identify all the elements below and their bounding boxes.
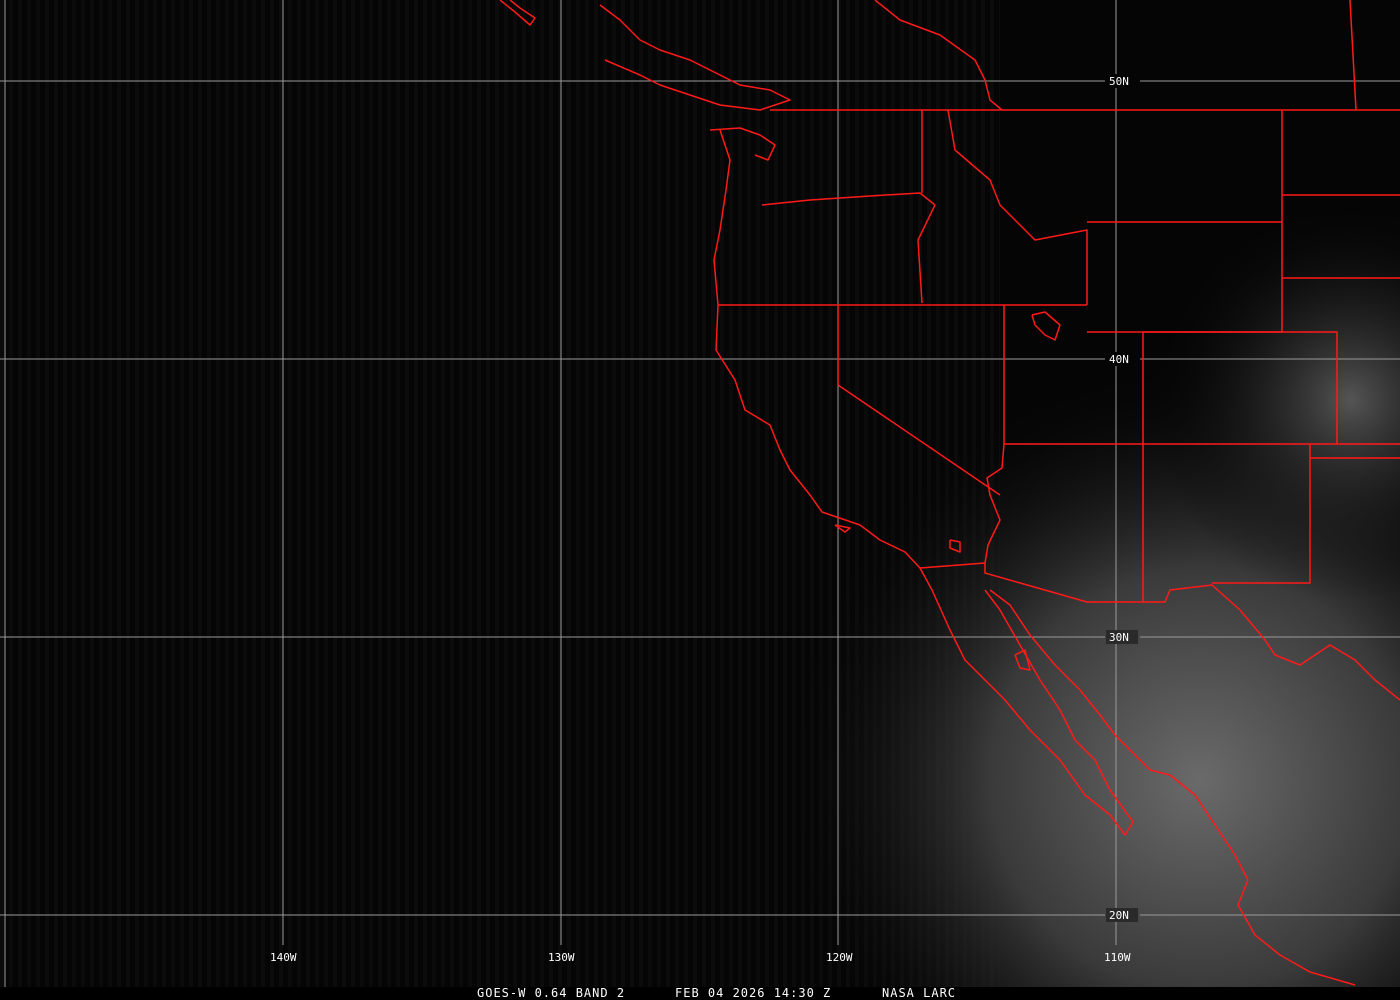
salton-sea <box>949 539 961 553</box>
latitude-labels: 50N 40N 30N 20N <box>1106 74 1138 922</box>
vancouver-island <box>499 0 536 26</box>
political-boundaries <box>499 0 1400 986</box>
puget-sound <box>709 127 776 161</box>
canada-border-north <box>874 0 1003 111</box>
colorado-border <box>1143 331 1338 445</box>
label-bg <box>1106 908 1138 922</box>
lon-label-120w: 120W <box>826 951 853 964</box>
caption: GOES-W 0.64 BAND 2 FEB 04 2026 14:30 Z N… <box>477 986 956 1000</box>
lat-label-40n: 40N <box>1109 353 1129 366</box>
mexico-mainland-coast <box>989 589 1356 986</box>
caption-source: NASA LARC <box>882 986 956 1000</box>
lat-label-30n: 30N <box>1109 631 1129 644</box>
wa-or-border <box>761 192 936 304</box>
lon-label-130w: 130W <box>548 951 575 964</box>
label-bg <box>1106 74 1138 88</box>
caption-satellite: GOES-W 0.64 BAND 2 <box>477 986 625 1000</box>
caption-bar <box>0 987 1400 1000</box>
west-coastline <box>713 129 1134 836</box>
channel-islands <box>834 524 851 533</box>
label-bg <box>1106 352 1138 366</box>
lon-label-140w: 140W <box>270 951 297 964</box>
id-mt-border <box>947 109 1088 305</box>
lat-label-20n: 20N <box>1109 909 1129 922</box>
baja-gulf-islands <box>1014 649 1031 671</box>
lat-label-50n: 50N <box>1109 75 1129 88</box>
lon-label-110w: 110W <box>1104 951 1131 964</box>
az-ca-border <box>984 443 1005 564</box>
bc-coast <box>599 4 791 111</box>
caption-datetime: FEB 04 2026 14:30 Z <box>675 986 831 1000</box>
us-mexico-border <box>919 562 1400 701</box>
ca-nv-border <box>837 305 1001 496</box>
longitude-labels: 140W 130W 120W 110W <box>270 951 1131 964</box>
label-bg <box>1106 630 1138 644</box>
nd-mn-border <box>1349 0 1357 111</box>
great-salt-lake <box>1031 311 1061 341</box>
nm-east-border <box>1212 444 1311 584</box>
utah-border <box>1003 305 1144 445</box>
